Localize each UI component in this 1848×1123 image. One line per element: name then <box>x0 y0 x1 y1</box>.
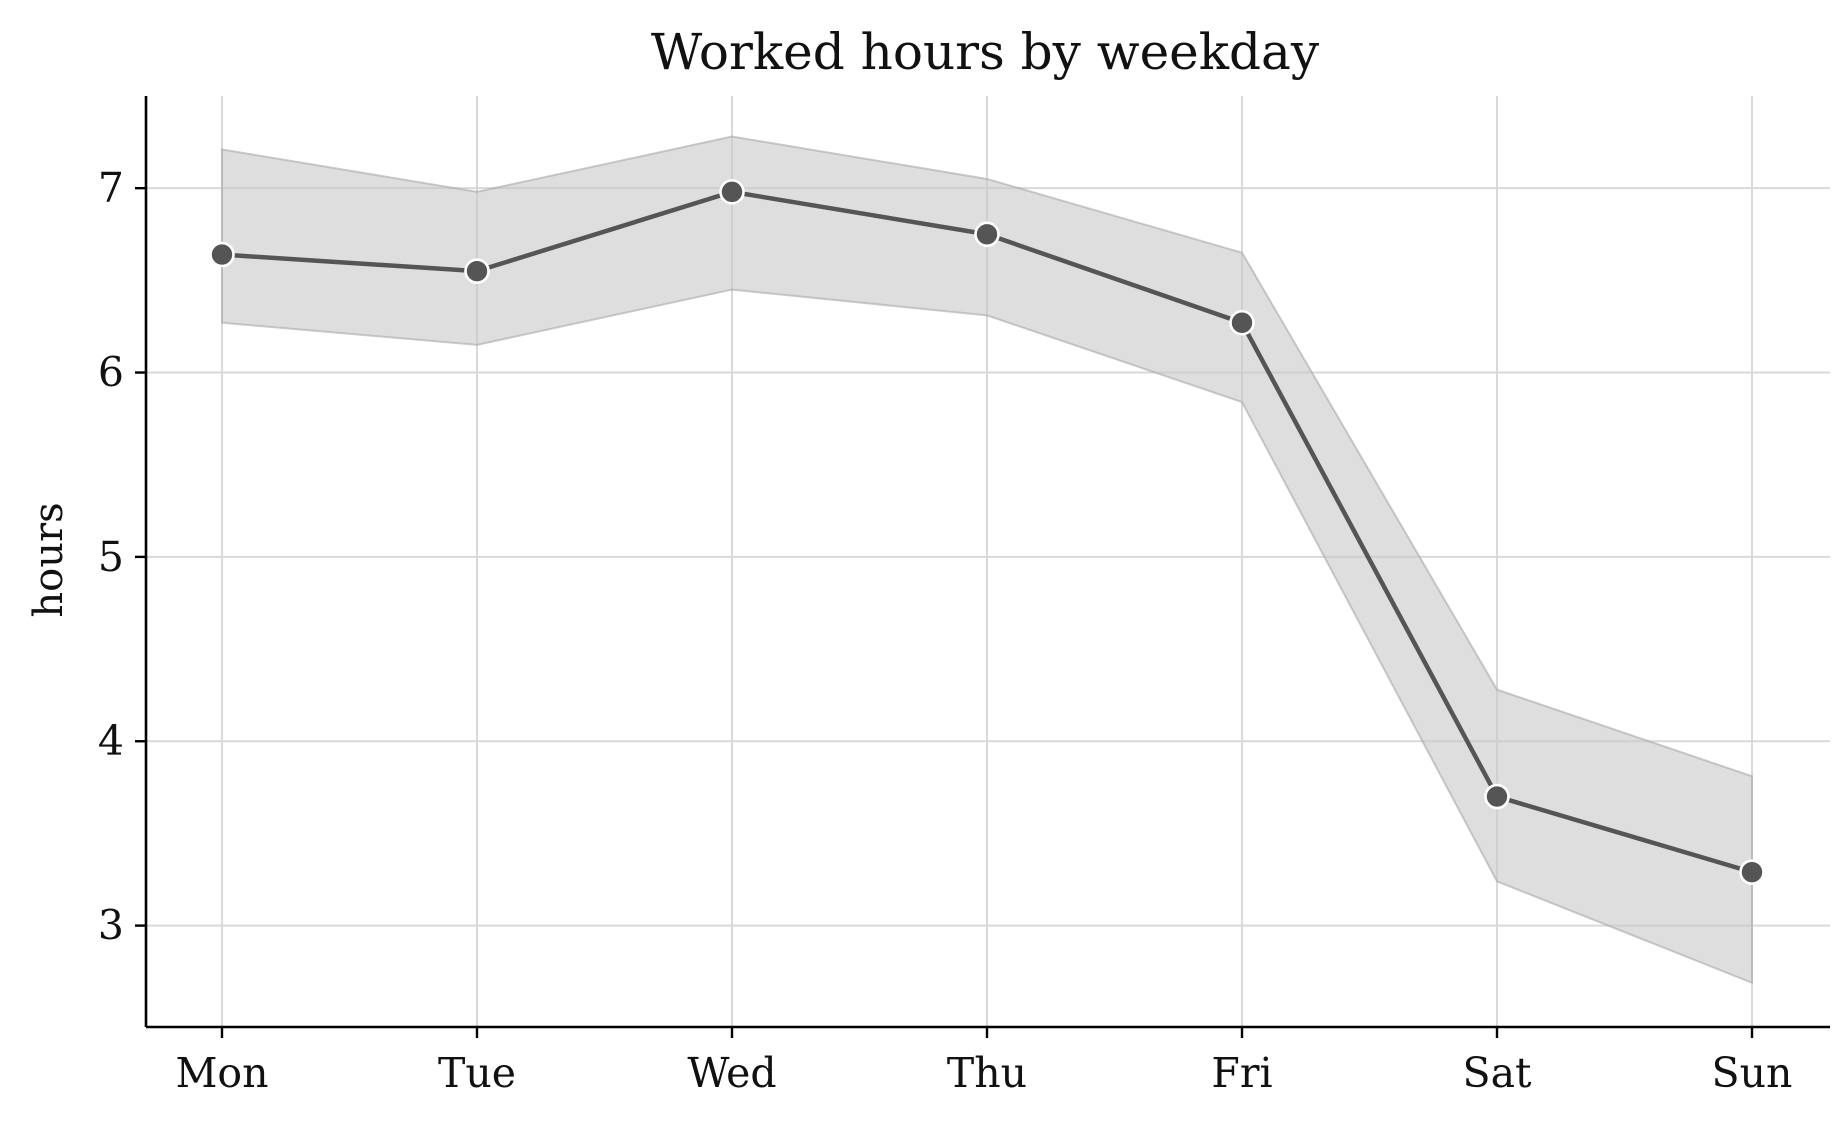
x-tick-label: Thu <box>947 1049 1027 1097</box>
tick-labels: Mon Tue Wed Thu Fri Sat Sun 3 4 5 6 7 <box>98 164 1793 1097</box>
axes <box>135 96 1830 1038</box>
data-point <box>974 221 1000 248</box>
data-point <box>1739 859 1765 885</box>
y-tick-label: 3 <box>98 902 124 950</box>
x-tick-label: Mon <box>175 1049 268 1097</box>
data-point <box>1484 783 1510 810</box>
x-tick-label: Sun <box>1712 1049 1793 1097</box>
data-point <box>1229 309 1255 336</box>
x-tick-label: Wed <box>687 1049 776 1097</box>
y-tick-label: 5 <box>98 533 124 581</box>
data-point <box>209 241 235 268</box>
x-tick-label: Tue <box>438 1049 516 1097</box>
data-point <box>464 258 490 284</box>
x-tick-label: Sat <box>1462 1049 1532 1097</box>
y-tick-label: 7 <box>98 164 124 212</box>
data-point <box>719 179 745 205</box>
confidence-band-layer <box>221 135 1753 985</box>
confidence-band <box>221 135 1753 985</box>
y-tick-label: 4 <box>98 717 124 765</box>
y-tick-label: 6 <box>98 349 124 397</box>
x-tick-label: Fri <box>1211 1049 1272 1097</box>
chart-title: Worked hours by weekday <box>651 23 1320 81</box>
data-points <box>209 179 1765 885</box>
y-axis-label: hours <box>26 502 72 617</box>
